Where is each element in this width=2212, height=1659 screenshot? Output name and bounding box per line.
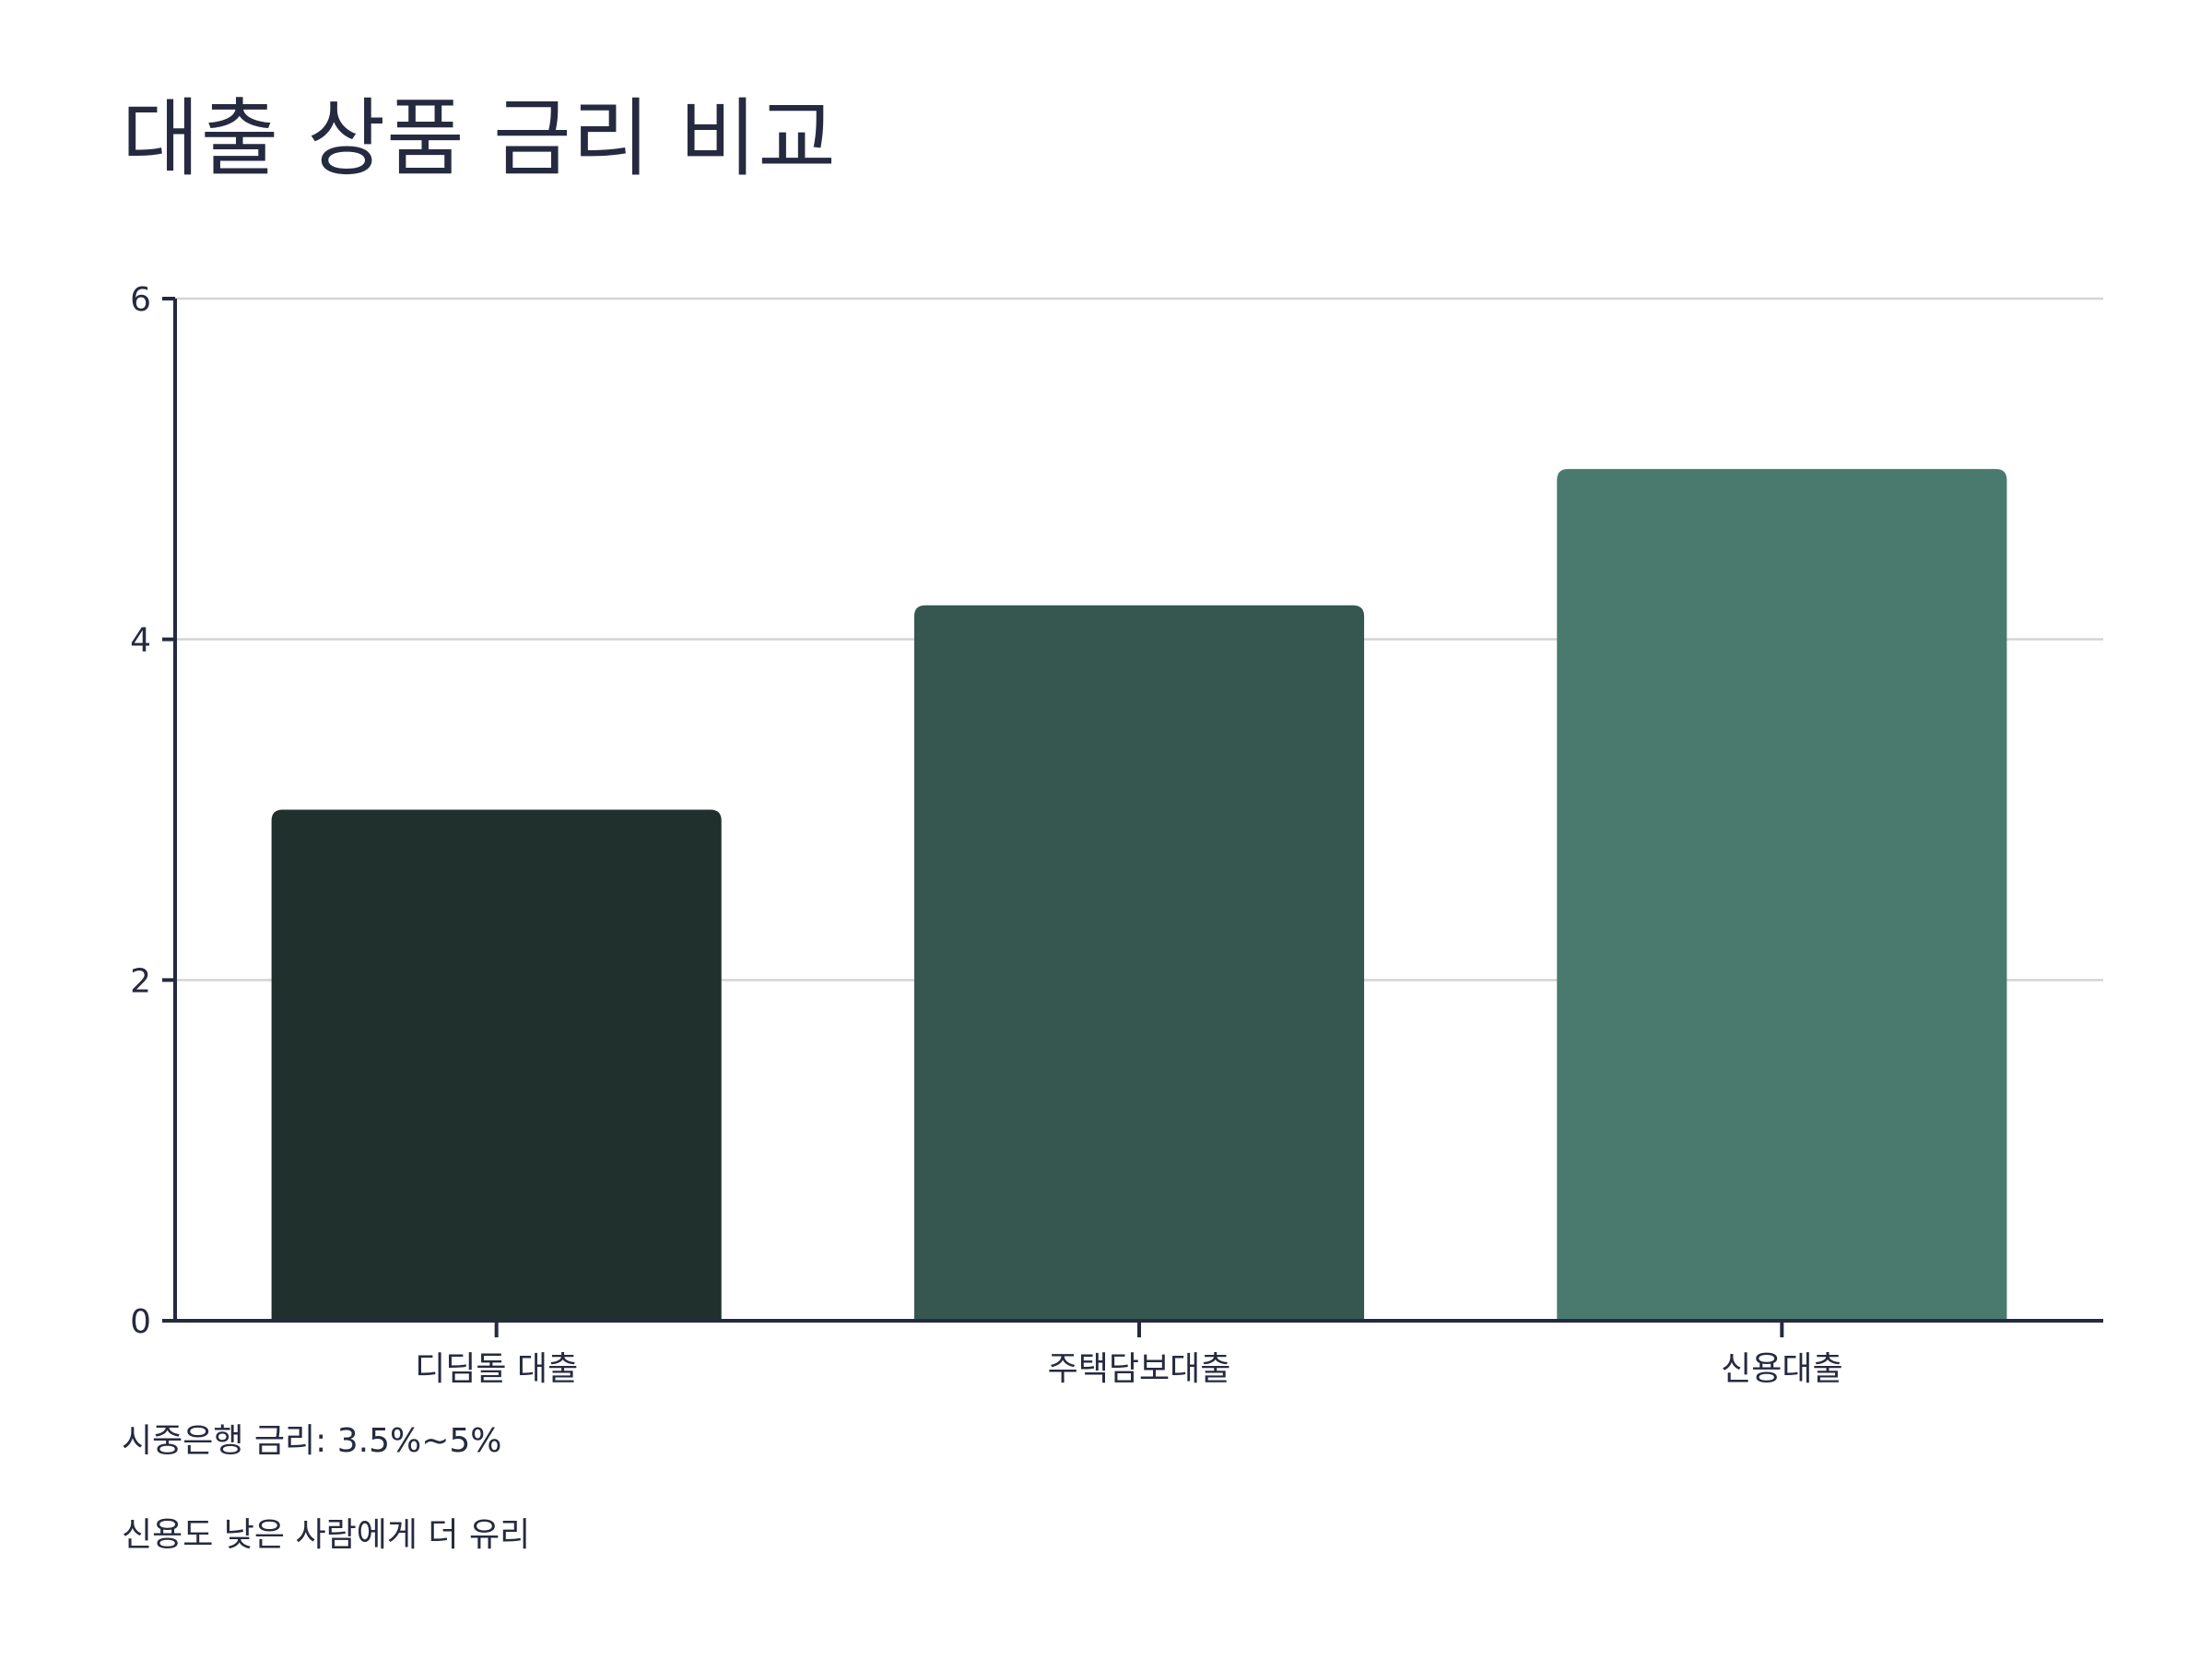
y-tick-label: 2	[130, 962, 151, 1000]
bars	[271, 468, 2007, 1321]
bar-3	[1557, 468, 2007, 1321]
x-tick-label: 디딤돌 대출	[415, 1350, 578, 1388]
rate-range-note: 시중은행 금리: 3.5%~5%	[122, 1422, 502, 1460]
chart-title: 대출 상품 금리 비교	[122, 89, 837, 188]
bar-2	[913, 605, 1365, 1321]
x-tick-label: 신용대출	[1721, 1350, 1842, 1388]
y-tick-label: 4	[130, 622, 151, 660]
credit-note: 신용도 낮은 사람에게 더 유리	[122, 1516, 531, 1554]
y-tick-label: 0	[130, 1303, 151, 1341]
tick-labels: 0 2 4 6 디딤돌 대출 주택담보대출 신용대출	[130, 281, 1842, 1388]
axes	[162, 297, 2103, 1337]
x-tick-label: 주택담보대출	[1048, 1350, 1231, 1388]
y-tick-label: 6	[130, 281, 151, 319]
bar-1	[271, 809, 722, 1321]
